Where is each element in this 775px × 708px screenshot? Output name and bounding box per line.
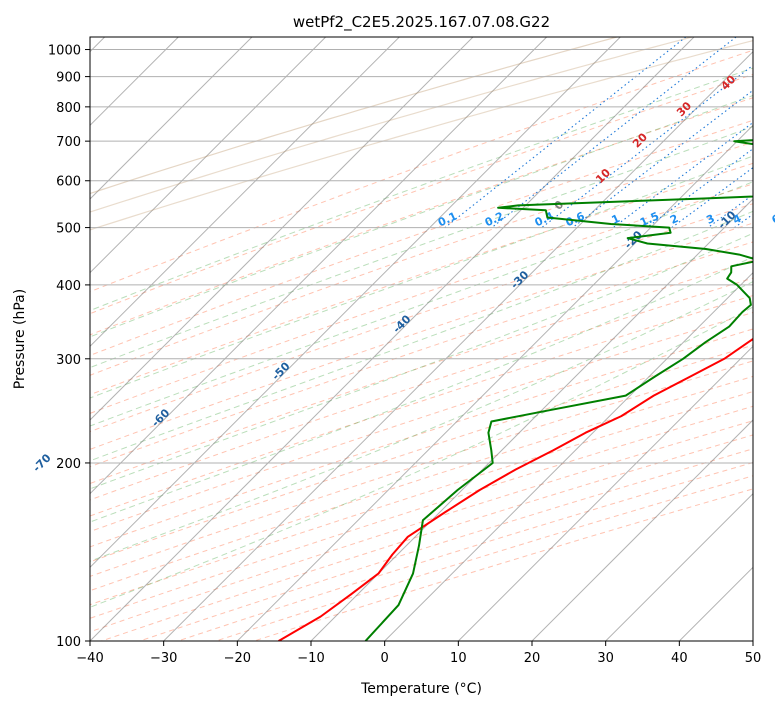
dry-adiabat-line [90, 73, 753, 315]
dewpoint-profile-line [364, 139, 753, 641]
x-tick-label: 0 [381, 651, 389, 666]
moist-adiabat-line [90, 232, 753, 490]
isotherm-line [90, 37, 327, 274]
isotherm-line [605, 492, 753, 641]
mixing-ratio-label: 6 [770, 212, 775, 227]
isotherm-line [90, 37, 474, 421]
mixing-ratio-line [646, 148, 753, 229]
y-tick-label: 400 [56, 279, 81, 294]
dry-adiabat-line [90, 328, 753, 548]
mixing-ratio-line [444, 37, 687, 229]
moist-adiabat-line [90, 126, 753, 369]
isotherm-line [384, 271, 753, 641]
moist-adiabat-line [90, 181, 753, 427]
reference-curve [90, 39, 753, 231]
x-tick-label: 30 [597, 651, 614, 666]
moist-adiabat-line [90, 67, 753, 312]
sounding-profiles [278, 139, 753, 641]
dry-adiabat-line [90, 294, 753, 517]
dry-adiabat-line [90, 241, 753, 468]
isotherm-line [457, 345, 753, 641]
y-axis-label: Pressure (hPa) [12, 289, 28, 389]
x-tick-label: −40 [76, 651, 103, 666]
x-tick-label: 10 [450, 651, 467, 666]
isotherm-line [90, 37, 548, 495]
y-tick-label: 500 [56, 222, 81, 237]
mixing-ratio-line [572, 89, 753, 229]
mixing-ratio-line [612, 121, 753, 229]
isotherm-line [310, 198, 753, 641]
dry-adiabat-line [90, 97, 753, 336]
x-tick-label: 40 [671, 651, 688, 666]
reference-curve [90, 37, 617, 195]
isotherm-line [90, 37, 253, 200]
y-tick-label: 600 [56, 175, 81, 190]
isotherm-line [236, 124, 753, 641]
chart-title: wetPf2_C2E5.2025.167.07.08.G22 [293, 13, 550, 32]
x-tick-label: 50 [745, 651, 762, 666]
y-tick-label: 1000 [48, 44, 81, 59]
plot-background-lines [90, 37, 753, 641]
isotherm-line [531, 419, 753, 641]
isotherm-line [90, 37, 400, 348]
moist-adiabat-line [90, 94, 753, 338]
x-tick-label: 20 [524, 651, 541, 666]
dry-adiabat-line [90, 49, 753, 293]
isotherm-line [90, 37, 695, 641]
dry-adiabat-line [90, 391, 753, 606]
x-tick-label: −20 [224, 651, 251, 666]
dry-adiabat-line [90, 375, 753, 592]
x-axis-ticks: −40 −30 −20 −10 0 10 20 30 40 50 [76, 641, 761, 666]
pressure-gridlines [90, 49, 753, 641]
moist-adiabat-line [90, 281, 753, 562]
y-tick-label: 200 [56, 457, 81, 472]
reference-curve [90, 37, 693, 213]
dry-adiabat-line [90, 344, 753, 563]
x-tick-label: −30 [150, 651, 177, 666]
y-tick-label: 800 [56, 101, 81, 116]
dry-adiabat-line [90, 203, 753, 433]
x-tick-label: −10 [297, 651, 324, 666]
isotherm-line [163, 50, 753, 641]
moist-adiabat-line [90, 155, 753, 399]
y-tick-label: 300 [56, 353, 81, 368]
dry-adiabat-line [90, 183, 753, 414]
moist-adiabat-line [90, 210, 753, 462]
dry-adiabat-line [90, 162, 753, 396]
plot-frame [89, 36, 754, 642]
isotherm-line [90, 37, 621, 569]
x-axis-label: Temperature (°C) [360, 681, 482, 697]
y-tick-label: 100 [56, 635, 81, 650]
y-tick-label: 900 [56, 71, 81, 86]
temperature-profile-line [278, 337, 753, 641]
moist-adiabat-line [90, 256, 753, 523]
y-axis-ticks: 100 200 300 400 500 600 700 800 900 1000 [48, 44, 90, 650]
y-tick-label: 700 [56, 135, 81, 150]
